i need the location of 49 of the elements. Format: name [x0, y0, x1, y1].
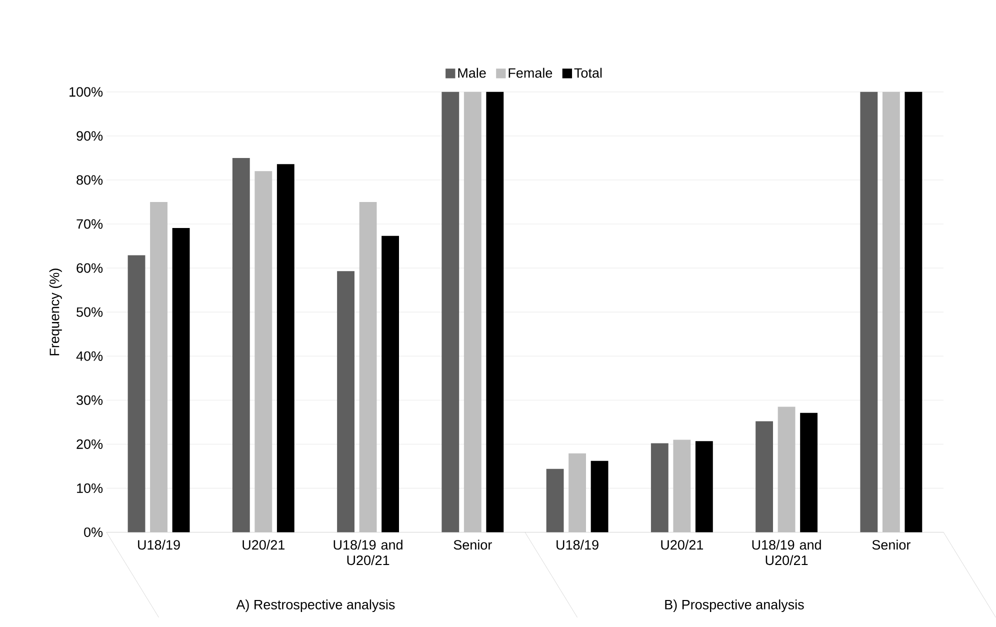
bar [882, 92, 900, 532]
bar [486, 92, 504, 532]
y-axis-title: Frequency (%) [49, 268, 62, 356]
x-tick-label: U20/21 [242, 540, 284, 550]
bar [232, 158, 250, 532]
legend-label: Male [458, 68, 486, 78]
bar [382, 236, 399, 532]
x-tick-label: U20/21 [661, 540, 704, 550]
y-tick-label: 80% [76, 175, 103, 185]
y-tick-label: 20% [76, 439, 103, 449]
bar [568, 453, 586, 532]
bar [442, 92, 460, 532]
x-tick-label: Senior [872, 540, 910, 550]
text: B) Prospective analysis [665, 599, 804, 612]
legend-label: Female [508, 68, 552, 78]
bar [276, 164, 294, 532]
bar [172, 228, 190, 532]
y-tick-label: 30% [76, 395, 103, 405]
bar [546, 468, 564, 532]
bar [756, 421, 774, 532]
y-tick-label: 0% [84, 527, 103, 537]
y-tick-label: 50% [76, 307, 103, 317]
bar [128, 255, 146, 532]
x-tick-label: U18/19 [138, 540, 180, 550]
x-tick-label: Senior [454, 540, 492, 550]
bar [650, 443, 668, 532]
bar [778, 406, 796, 532]
y-tick-label: 90% [76, 131, 103, 141]
x-tick-label: U18/19 and U20/21 [334, 540, 402, 566]
bar [590, 460, 608, 532]
bar [359, 202, 377, 532]
bar [695, 441, 713, 532]
text: A) Restrospective analysis [236, 599, 395, 612]
y-tick-label: 60% [76, 263, 103, 273]
x-tick-label: U18/19 and U20/21 [752, 540, 821, 566]
bar [904, 92, 922, 532]
bar [337, 271, 354, 532]
x-tick-label: U18/19 [556, 540, 598, 550]
bar [150, 202, 168, 532]
bar [464, 92, 482, 532]
bar [673, 440, 691, 532]
y-tick-label: 10% [77, 483, 103, 493]
legend-label: Total [574, 68, 602, 78]
bar [254, 171, 272, 532]
bar [800, 412, 818, 532]
y-tick-label: 40% [76, 351, 103, 361]
y-tick-label: 100% [70, 87, 103, 97]
y-tick-label: 70% [76, 219, 103, 229]
bar [860, 92, 878, 532]
